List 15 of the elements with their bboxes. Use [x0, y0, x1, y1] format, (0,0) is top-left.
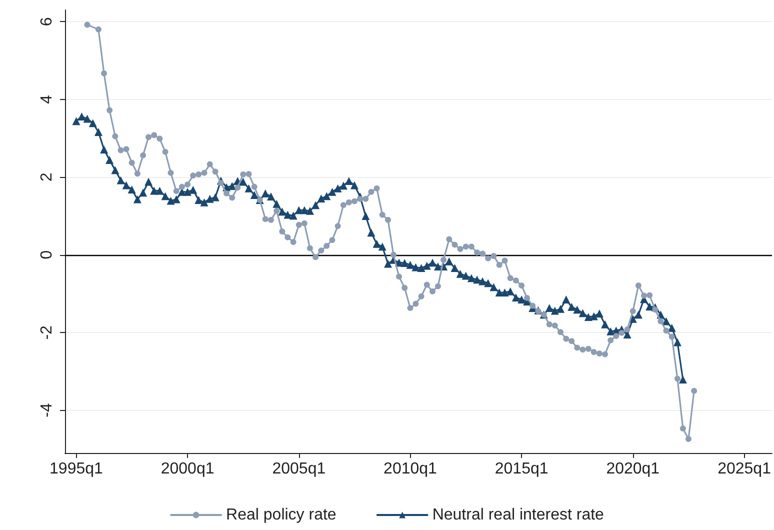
x-tick-label: 2025q1 — [718, 460, 772, 478]
y-tick-label: 6 — [38, 17, 56, 26]
x-tick-label: 2000q1 — [160, 460, 214, 478]
legend-label: Real policy rate — [226, 506, 336, 524]
x-tick-label: 2015q1 — [494, 460, 548, 478]
legend-label: Neutral real interest rate — [432, 506, 604, 524]
y-tick-label: 2 — [38, 172, 56, 182]
y-tick-label: 4 — [38, 94, 56, 104]
x-tick-label: 2010q1 — [384, 460, 438, 478]
y-tick-label: -4 — [38, 403, 56, 418]
x-tick-label: 1995q1 — [50, 460, 104, 478]
x-tick-label: 2020q1 — [606, 460, 660, 478]
y-tick-label: 0 — [38, 250, 56, 260]
y-tick-label: -2 — [38, 325, 56, 340]
x-tick-label: 2005q1 — [272, 460, 326, 478]
